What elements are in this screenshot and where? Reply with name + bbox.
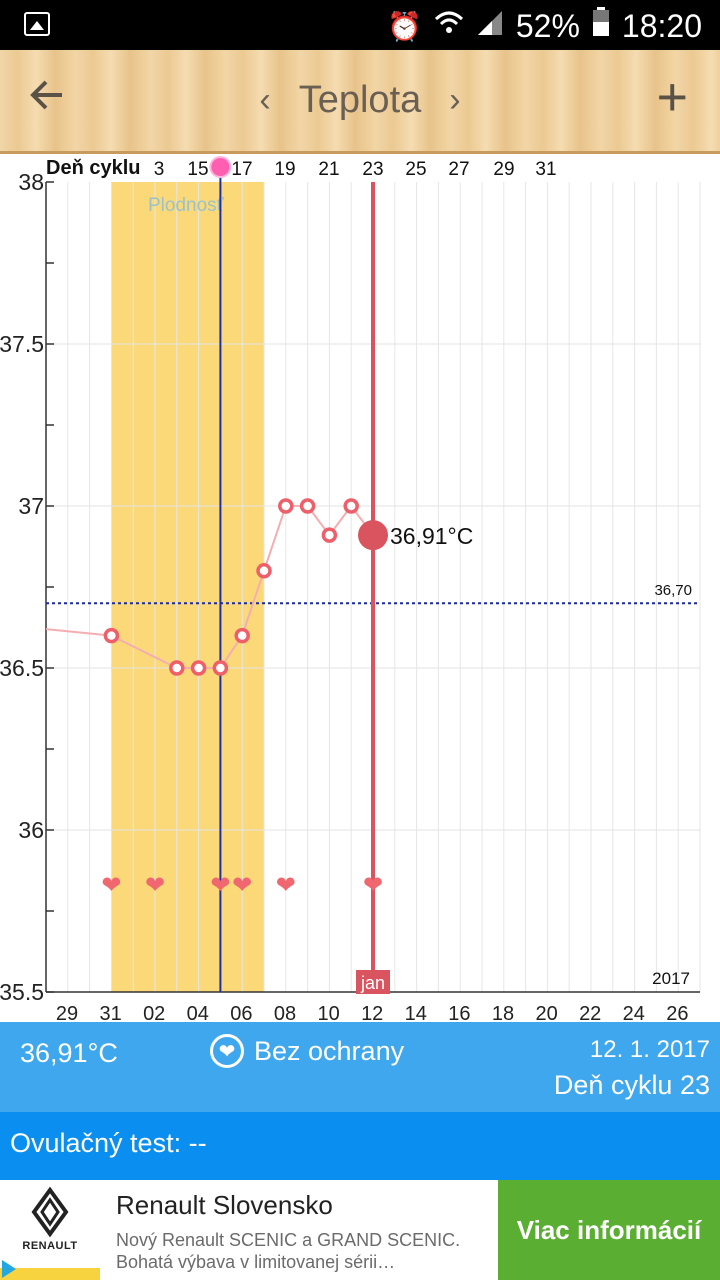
ad-cta-button[interactable]: Viac informácií bbox=[498, 1180, 720, 1280]
temperature-point bbox=[343, 498, 359, 514]
cycle-tick-label: 3 bbox=[154, 159, 165, 180]
cycle-tick-label: 23 bbox=[362, 159, 383, 180]
temperature-point bbox=[169, 660, 185, 676]
temperature-point bbox=[103, 627, 120, 644]
cycle-tick-label: 17 bbox=[231, 159, 252, 180]
cycle-tick-label: 19 bbox=[274, 159, 295, 180]
temperature-point bbox=[256, 563, 272, 579]
y-tick-label: 37 bbox=[18, 493, 44, 519]
fertile-window bbox=[111, 182, 265, 992]
date-tick-label: 24 bbox=[623, 1003, 645, 1022]
cycle-day-label: Deň cyklu bbox=[46, 157, 140, 179]
y-tick-label: 36.5 bbox=[0, 655, 44, 681]
heart-icon: ❤ bbox=[145, 871, 165, 899]
ovulation-test-label: Ovulačný test: -- bbox=[10, 1128, 207, 1158]
protection-status[interactable]: ❤ Bez ochrany bbox=[210, 1034, 404, 1068]
back-arrow-icon[interactable] bbox=[30, 76, 64, 120]
protection-label: Bez ochrany bbox=[254, 1035, 405, 1066]
renault-diamond-icon bbox=[31, 1186, 69, 1238]
date-tick-label: 29 bbox=[56, 1003, 78, 1022]
signal-icon bbox=[476, 8, 504, 45]
date-tick-label: 06 bbox=[230, 1003, 252, 1022]
selected-cycle-day: Deň cyklu 23 bbox=[553, 1070, 710, 1100]
status-bar: ⏰ 52% 18:20 bbox=[0, 0, 720, 50]
heart-icon: ❤ bbox=[101, 871, 121, 899]
y-tick-label: 35.5 bbox=[0, 979, 44, 1005]
selected-point-label: 36,91°C bbox=[390, 523, 473, 549]
y-tick-label: 36 bbox=[18, 817, 44, 843]
date-tick-label: 31 bbox=[99, 1003, 121, 1022]
temperature-point bbox=[299, 498, 316, 514]
fertile-label: Plodnosť bbox=[148, 195, 225, 216]
renault-logo: RENAULT bbox=[0, 1180, 100, 1280]
selected-temperature: 36,91°C bbox=[20, 1038, 118, 1068]
ad-line-1: Nový Renault SCENIC a GRAND SCENIC. bbox=[116, 1230, 461, 1250]
heart-icon: ❤ bbox=[210, 871, 230, 899]
cycle-tick-label: 31 bbox=[535, 159, 556, 180]
alarm-icon: ⏰ bbox=[387, 10, 422, 42]
month-badge bbox=[356, 970, 390, 994]
date-tick-label: 16 bbox=[448, 1003, 470, 1022]
ad-description: Nový Renault SCENIC a GRAND SCENIC. Boha… bbox=[116, 1229, 488, 1273]
year-label: 2017 bbox=[652, 969, 690, 988]
logo-stripe bbox=[0, 1268, 100, 1280]
date-tick-label: 12 bbox=[361, 1003, 383, 1022]
temperature-chart[interactable]: 38 37.5 37 36.5 36 35.5 Deň cyklu 3 15 17 19 21 23 25… bbox=[0, 154, 720, 1022]
temperature-point bbox=[190, 660, 207, 676]
date-tick-label: 18 bbox=[492, 1003, 514, 1022]
info-bar: 36,91°C ❤ Bez ochrany 12. 1. 2017 Deň cy… bbox=[0, 1022, 720, 1112]
page-title: Teplota bbox=[298, 78, 422, 121]
month-label: jan bbox=[360, 973, 385, 993]
temperature-point bbox=[321, 527, 338, 543]
y-tick-label: 37.5 bbox=[0, 331, 44, 357]
temperature-point bbox=[278, 498, 294, 514]
status-time: 18:20 bbox=[621, 7, 702, 44]
coverline-label: 36,70 bbox=[654, 582, 692, 599]
date-tick-label: 02 bbox=[143, 1003, 165, 1022]
cycle-tick-label: 15 bbox=[187, 159, 208, 180]
battery-percent: 52% bbox=[515, 7, 580, 44]
cycle-tick-label: 21 bbox=[318, 159, 339, 180]
chevron-left-icon[interactable]: ‹ bbox=[259, 80, 271, 119]
ovulation-marker bbox=[209, 156, 232, 178]
app-bar: ‹ Teplota › + bbox=[0, 50, 720, 154]
y-tick-label: 38 bbox=[18, 169, 44, 195]
wifi-icon bbox=[434, 8, 464, 45]
cycle-tick-label: 25 bbox=[405, 159, 426, 180]
cycle-tick-label: 27 bbox=[448, 159, 469, 180]
temperature-point bbox=[234, 627, 250, 644]
date-tick-label: 22 bbox=[579, 1003, 601, 1022]
date-tick-label: 20 bbox=[535, 1003, 557, 1022]
heart-icon: ❤ bbox=[363, 871, 383, 899]
ad-line-2: Bohatá výbava v limitovanej sérii… bbox=[116, 1252, 396, 1272]
ad-banner[interactable]: RENAULT Renault Slovensko Nový Renault S… bbox=[0, 1180, 720, 1280]
date-tick-label: 10 bbox=[317, 1003, 339, 1022]
add-icon[interactable]: + bbox=[656, 67, 688, 127]
ad-title: Renault Slovensko bbox=[116, 1190, 333, 1220]
date-tick-label: 08 bbox=[274, 1003, 296, 1022]
gallery-icon bbox=[24, 12, 50, 36]
selected-point bbox=[358, 520, 388, 551]
heart-icon: ❤ bbox=[276, 871, 296, 899]
date-tick-label: 04 bbox=[187, 1003, 209, 1022]
heart-icon: ❤ bbox=[232, 871, 252, 899]
renault-wordmark: RENAULT bbox=[22, 1240, 78, 1252]
adchoices-icon[interactable] bbox=[2, 1260, 16, 1278]
ad-text: Renault Slovensko Nový Renault SCENIC a … bbox=[116, 1190, 488, 1273]
battery-icon bbox=[592, 7, 610, 45]
chevron-right-icon[interactable]: › bbox=[449, 80, 461, 119]
ovulation-test-bar[interactable]: Ovulačný test: -- bbox=[0, 1112, 720, 1180]
selected-date: 12. 1. 2017 bbox=[589, 1036, 710, 1063]
temperature-point bbox=[212, 660, 229, 676]
date-tick-label: 26 bbox=[666, 1003, 688, 1022]
cycle-tick-label: 29 bbox=[493, 159, 514, 180]
heart-icon: ❤ bbox=[210, 1034, 244, 1068]
title-navigator: ‹ Teplota › bbox=[240, 72, 480, 128]
date-tick-label: 14 bbox=[405, 1003, 427, 1022]
